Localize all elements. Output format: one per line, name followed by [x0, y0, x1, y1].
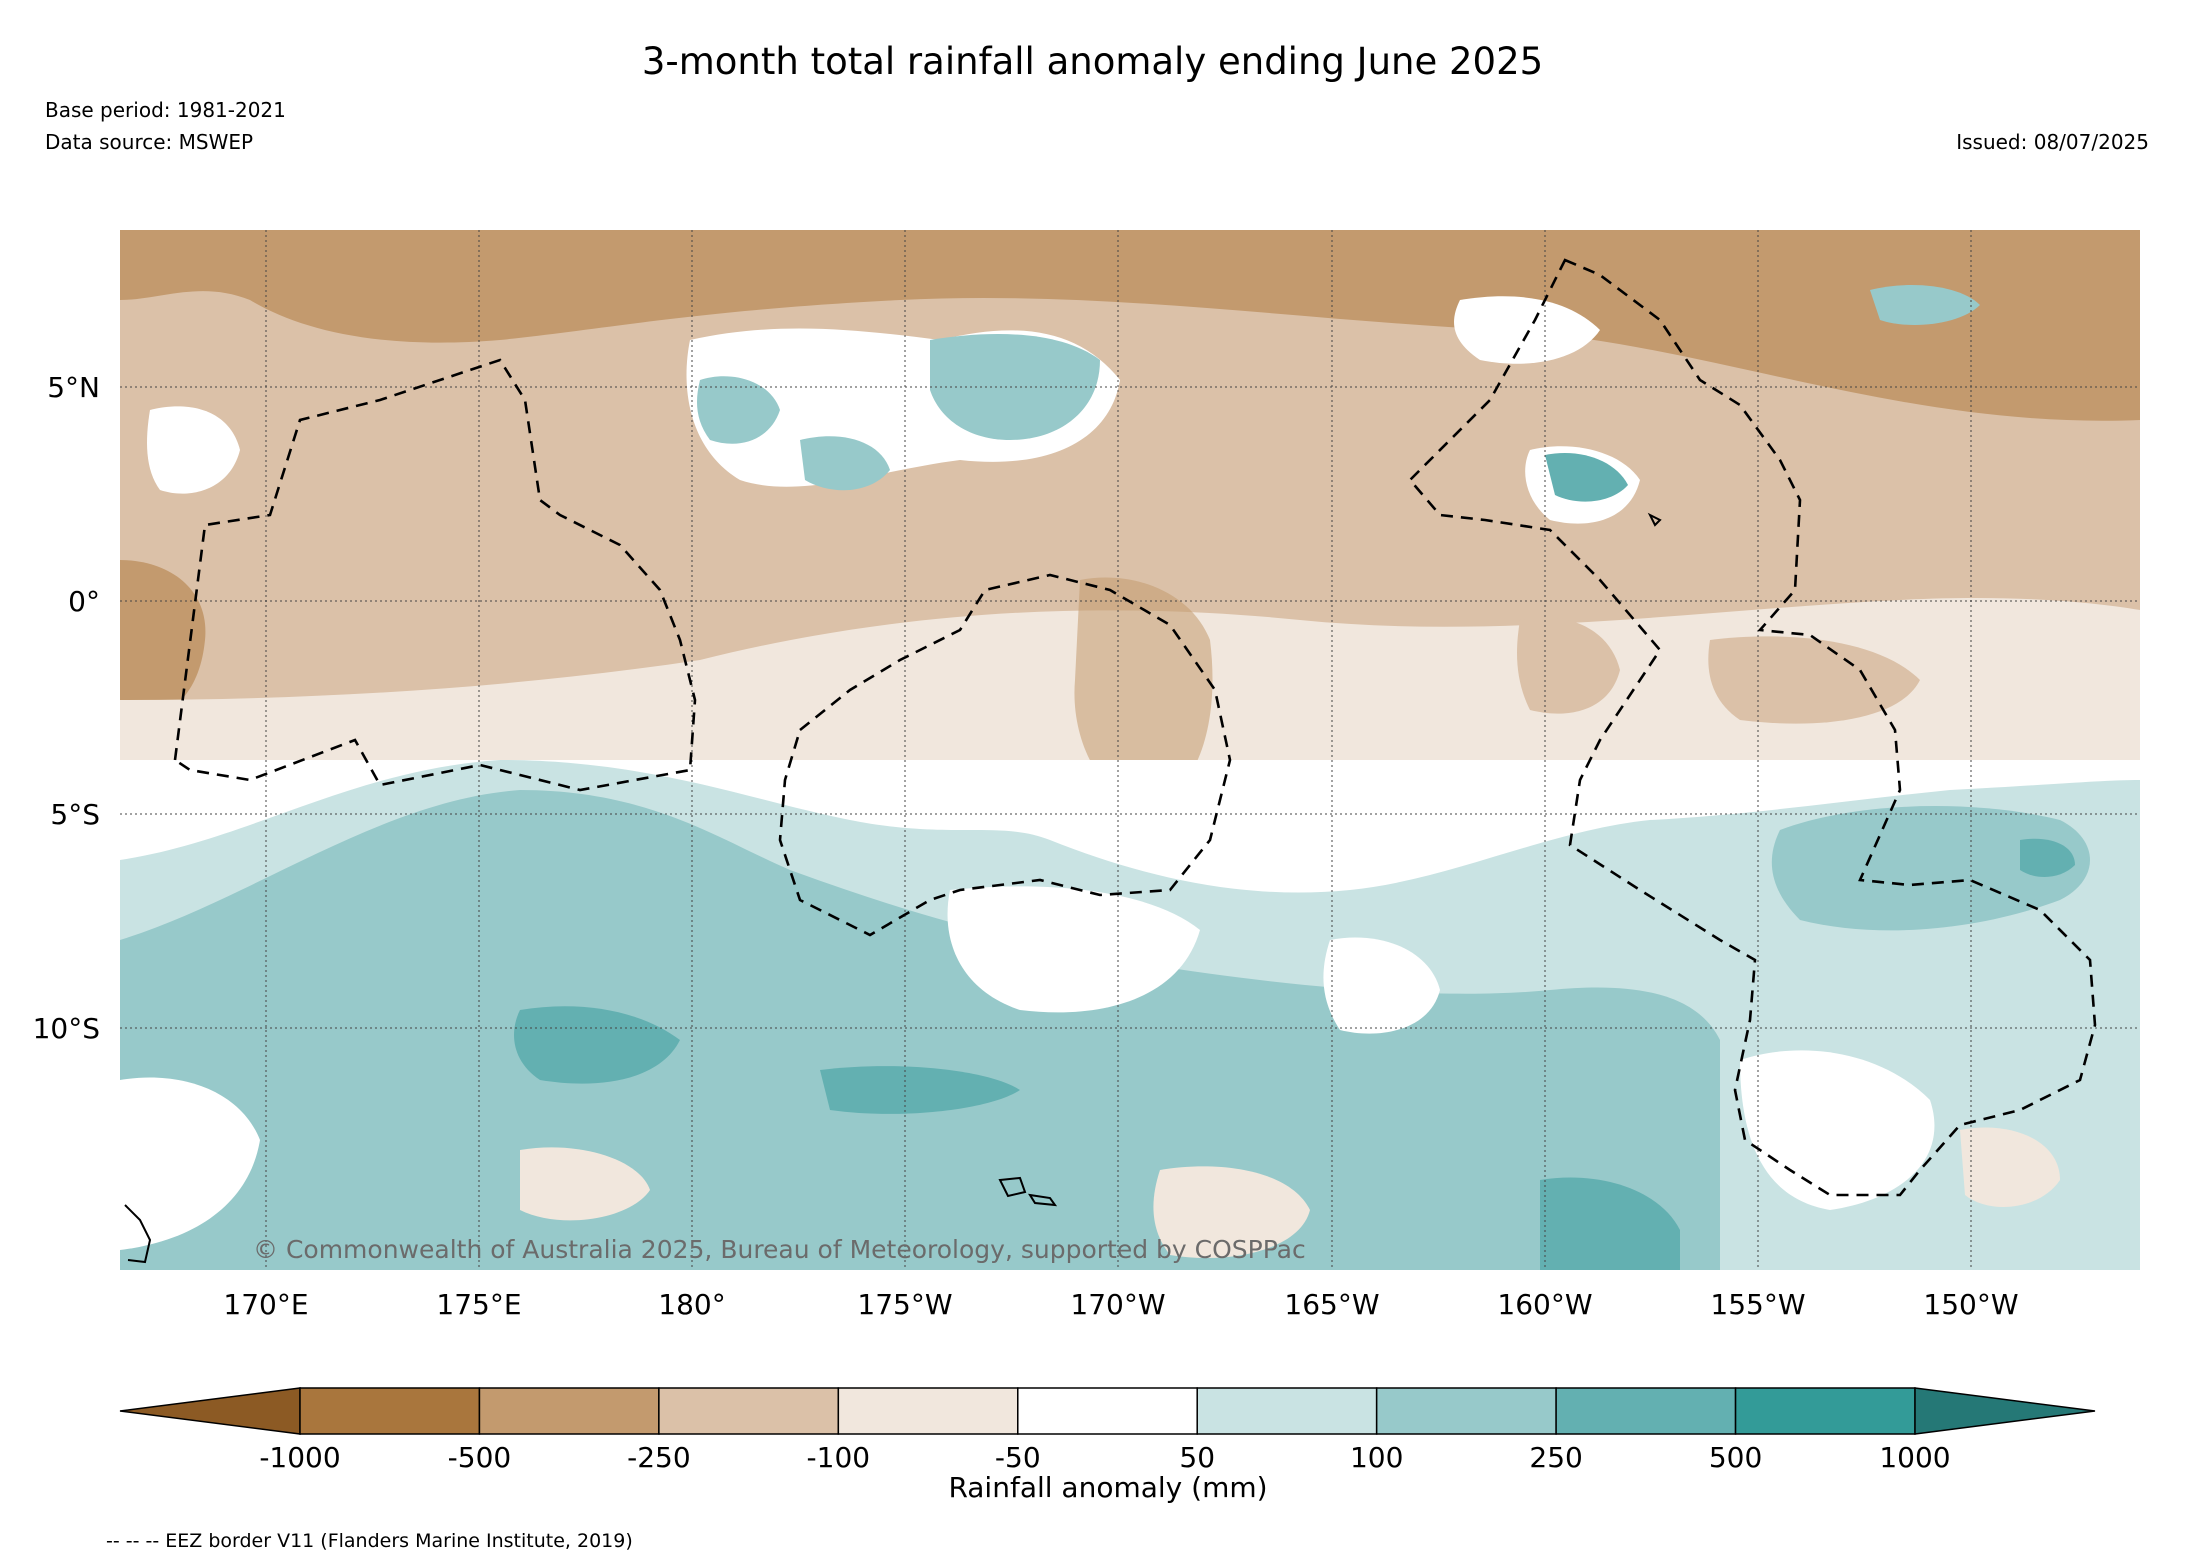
eez-legend-note: -- -- -- EEZ border V11 (Flanders Marine…	[106, 1530, 633, 1552]
neutral-south-blob-2	[1323, 937, 1440, 1034]
eez-borders	[173, 258, 2097, 1197]
copyright-watermark: © Commonwealth of Australia 2025, Bureau…	[253, 1235, 1306, 1264]
colorbar-tick-6: 100	[1350, 1441, 1403, 1474]
lon-tick-150w: 150°W	[1923, 1288, 2018, 1321]
colorbar-tick-2: -250	[627, 1441, 691, 1474]
wet-southeast-core	[2020, 838, 2075, 877]
colorbar-label: Rainfall anomaly (mm)	[948, 1471, 1267, 1504]
wet-southeast	[1771, 806, 2090, 931]
colorbar-segment-1	[478, 1387, 660, 1435]
neutral-southwest	[120, 1077, 260, 1250]
colorbar-tick-0: -1000	[259, 1441, 340, 1474]
lon-ticks: 170°E 175°E 180° 175°W 170°W 165°W 160°W…	[223, 1288, 2018, 1321]
neutral-west	[147, 406, 240, 494]
colorbar-segment-2	[658, 1387, 840, 1435]
colorbar-segment-7	[1555, 1387, 1737, 1435]
colorbar-segment-6	[1375, 1387, 1557, 1435]
island-3	[1647, 512, 1662, 527]
base-period: Base period: 1981-2021	[45, 98, 286, 122]
lon-tick-170w: 170°W	[1070, 1288, 1165, 1321]
wet-core-1	[514, 1006, 680, 1084]
dry-south-small	[520, 1147, 650, 1221]
island-1	[998, 1176, 1027, 1198]
lon-tick-170e: 170°E	[223, 1288, 308, 1321]
colorbar-extend-high	[1914, 1387, 2096, 1435]
lat-tick-10s: 10°S	[33, 1012, 100, 1045]
dry-east-blob-2	[1708, 636, 1920, 724]
neutral-south-blob	[947, 886, 1200, 1013]
colorbar-extend-low	[119, 1387, 301, 1435]
colorbar-tick-8: 500	[1709, 1441, 1762, 1474]
lat-ticks: 5°N 0° 5°S 10°S	[33, 371, 100, 1045]
island-4	[124, 1204, 152, 1264]
lon-tick-175w: 175°W	[857, 1288, 952, 1321]
very-dry-west	[120, 560, 206, 730]
page-title: 3-month total rainfall anomaly ending Ju…	[641, 40, 1544, 83]
map-fill	[120, 230, 2140, 1270]
colorbar-segment-5	[1196, 1387, 1378, 1435]
colorbar-tick-3: -100	[807, 1441, 871, 1474]
colorbar-tick-1: -500	[448, 1441, 512, 1474]
lon-tick-180: 180°	[658, 1288, 725, 1321]
colorbar-tick-labels: -1000 -500 -250 -100 -50 50 100 250 500 1000	[259, 1441, 1950, 1474]
colorbar-tick-9: 1000	[1879, 1441, 1950, 1474]
neutral-northeast	[1454, 296, 1600, 364]
dry-southeast-small	[1960, 1127, 2060, 1207]
wet-core-3	[1540, 1177, 1680, 1270]
eez-tokelau-kiribati-west	[173, 358, 697, 792]
colorbar-segment-4	[1017, 1387, 1198, 1435]
lat-tick-5n: 5°N	[47, 371, 100, 404]
colorbar-segment-8	[1734, 1387, 1916, 1435]
eez-phoenix	[778, 573, 1232, 937]
colorbar-segment-3	[837, 1387, 1019, 1435]
lat-tick-0: 0°	[68, 585, 100, 618]
lon-tick-160w: 160°W	[1497, 1288, 1592, 1321]
wet-north-3	[800, 436, 890, 491]
colorbar-tick-5: 50	[1179, 1441, 1215, 1474]
data-source: Data source: MSWEP	[45, 130, 254, 154]
wet-far-east	[1870, 285, 1980, 325]
lon-tick-155w: 155°W	[1710, 1288, 1805, 1321]
colorbar-segment-0	[299, 1387, 481, 1435]
wet-east-core	[1545, 453, 1628, 502]
lon-tick-175e: 175°E	[436, 1288, 521, 1321]
island-2	[1028, 1193, 1058, 1207]
lat-tick-5s: 5°S	[50, 798, 100, 831]
lon-tick-165w: 165°W	[1284, 1288, 1379, 1321]
colorbar-tick-7: 250	[1529, 1441, 1582, 1474]
dry-south-small-2	[1153, 1166, 1310, 1258]
colorbar-tick-4: -50	[995, 1441, 1041, 1474]
colorbar-segments	[119, 1387, 2096, 1435]
very-dry-north	[120, 230, 2140, 421]
issued-date: Issued: 08/07/2025	[1956, 130, 2149, 154]
wet-core-2	[820, 1066, 1020, 1114]
wet-north-2	[697, 376, 780, 444]
dry-east-blob	[1517, 617, 1620, 714]
islands	[124, 512, 1662, 1264]
